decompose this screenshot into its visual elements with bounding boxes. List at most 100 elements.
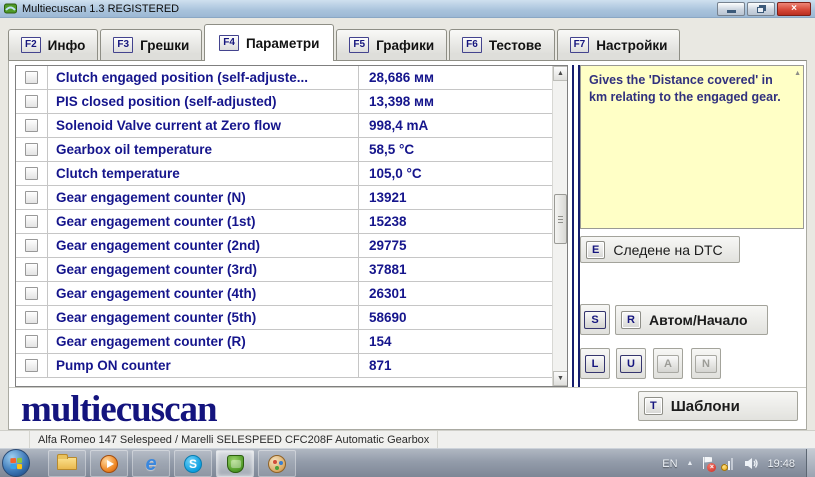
- scroll-up-icon[interactable]: ▲: [553, 66, 567, 81]
- row-checkbox[interactable]: [25, 239, 38, 252]
- parameter-info-panel: Gives the 'Distance covered' in km relat…: [580, 65, 804, 229]
- taskbar-paint-button[interactable]: [258, 450, 296, 477]
- taskbar-media-player-button[interactable]: [90, 450, 128, 477]
- hidden-icons-arrow[interactable]: ▲: [686, 460, 694, 467]
- table-scrollbar[interactable]: ▲ ▼: [552, 66, 567, 386]
- close-button[interactable]: ×: [777, 2, 811, 16]
- row-checkbox[interactable]: [25, 95, 38, 108]
- row-checkbox[interactable]: [25, 215, 38, 228]
- table-row[interactable]: Clutch temperature 105,0 °C: [16, 162, 567, 186]
- taskbar-explorer-button[interactable]: [48, 450, 86, 477]
- param-value: 58690: [369, 310, 407, 325]
- shortcut-key-badge: N: [695, 354, 717, 373]
- shortcut-key-badge: E: [586, 240, 606, 259]
- param-value: 105,0 °C: [369, 166, 422, 181]
- windows-flag-icon: [10, 457, 23, 469]
- param-name: Gear engagement counter (N): [48, 186, 359, 209]
- u-button[interactable]: U: [616, 348, 646, 379]
- tab-settings[interactable]: F7 Настройки: [556, 29, 681, 60]
- table-row[interactable]: Gear engagement counter (1st) 15238: [16, 210, 567, 234]
- table-row[interactable]: Gear engagement counter (5th) 58690: [16, 306, 567, 330]
- row-checkbox[interactable]: [25, 359, 38, 372]
- info-scroll-up-icon[interactable]: ▲: [794, 70, 801, 77]
- minimize-button[interactable]: [717, 2, 745, 16]
- row-checkbox[interactable]: [25, 191, 38, 204]
- multiecuscan-logo: multiecuscan: [21, 389, 218, 430]
- param-name: Gear engagement counter (2nd): [48, 234, 359, 257]
- l-button[interactable]: L: [580, 348, 610, 379]
- tab-errors[interactable]: F3 Грешки: [100, 29, 203, 60]
- table-row[interactable]: Gear engagement counter (R) 154: [16, 330, 567, 354]
- templates-button[interactable]: T Шаблони: [638, 391, 798, 421]
- shortcut-key-badge: R: [621, 311, 641, 329]
- taskbar-internet-explorer-button[interactable]: e: [132, 450, 170, 477]
- restore-button[interactable]: [747, 2, 775, 16]
- tab-graphs[interactable]: F5 Графики: [336, 29, 448, 60]
- skype-icon: S: [184, 454, 202, 473]
- param-value: 37881: [369, 262, 407, 277]
- shortcut-key-badge: U: [620, 354, 642, 373]
- param-value: 26301: [369, 286, 407, 301]
- scrollbar-thumb[interactable]: [554, 194, 567, 244]
- internet-explorer-icon: e: [145, 452, 157, 475]
- n-button[interactable]: N: [691, 348, 721, 379]
- param-name: Gear engagement counter (5th): [48, 306, 359, 329]
- button-label: Следене на DTC: [613, 241, 723, 258]
- param-value: 15238: [369, 214, 407, 229]
- explorer-icon: [57, 454, 77, 470]
- table-row[interactable]: PIS closed position (self-adjusted) 13,3…: [16, 90, 567, 114]
- taskbar-skype-button[interactable]: S: [174, 450, 212, 477]
- dtc-monitor-button[interactable]: E Следене на DTC: [580, 236, 740, 263]
- param-name: PIS closed position (self-adjusted): [48, 90, 359, 113]
- row-checkbox[interactable]: [25, 143, 38, 156]
- app-icon[interactable]: [4, 2, 17, 15]
- tab-strip: F2 Инфо F3 Грешки F4 Параметри F5 График…: [0, 18, 815, 61]
- a-button[interactable]: A: [653, 348, 683, 379]
- param-value: 871: [369, 358, 392, 373]
- language-indicator[interactable]: EN: [662, 457, 678, 470]
- table-row[interactable]: Gear engagement counter (4th) 26301: [16, 282, 567, 306]
- tab-label: Графики: [376, 37, 435, 53]
- row-checkbox[interactable]: [25, 71, 38, 84]
- table-row[interactable]: Gear engagement counter (N) 13921: [16, 186, 567, 210]
- info-text: Gives the 'Distance covered' in km relat…: [589, 73, 781, 104]
- row-checkbox[interactable]: [25, 311, 38, 324]
- table-row[interactable]: Gear engagement counter (3rd) 37881: [16, 258, 567, 282]
- system-tray: EN ▲ × 19:48: [662, 449, 795, 477]
- tab-tests[interactable]: F6 Тестове: [449, 29, 555, 60]
- row-checkbox[interactable]: [25, 167, 38, 180]
- tab-parameters[interactable]: F4 Параметри: [204, 24, 335, 61]
- panel-splitter[interactable]: [572, 65, 580, 387]
- network-icon[interactable]: [721, 457, 736, 471]
- clock[interactable]: 19:48: [767, 457, 795, 470]
- scroll-down-icon[interactable]: ▼: [553, 371, 567, 386]
- show-desktop-button[interactable]: [806, 449, 815, 477]
- volume-icon[interactable]: [745, 457, 759, 470]
- status-vehicle-text: Alfa Romeo 147 Selespeed / Marelli SELES…: [30, 431, 439, 448]
- param-name: Gear engagement counter (R): [48, 330, 359, 353]
- param-name: Clutch engaged position (self-adjuste...: [48, 66, 359, 89]
- param-value: 998,4 mA: [369, 118, 429, 133]
- auto-start-button[interactable]: R Автом/Начало: [615, 305, 768, 335]
- row-checkbox[interactable]: [25, 287, 38, 300]
- tab-info[interactable]: F2 Инфо: [8, 29, 99, 60]
- table-row[interactable]: Solenoid Valve current at Zero flow 998,…: [16, 114, 567, 138]
- param-name: Gearbox oil temperature: [48, 138, 359, 161]
- table-row[interactable]: Clutch engaged position (self-adjuste...…: [16, 66, 567, 90]
- param-value: 154: [369, 334, 392, 349]
- s-button[interactable]: S: [580, 304, 610, 335]
- tab-label: Параметри: [245, 35, 320, 51]
- param-name: Gear engagement counter (4th): [48, 282, 359, 305]
- table-row[interactable]: Gear engagement counter (2nd) 29775: [16, 234, 567, 258]
- start-button[interactable]: [2, 449, 30, 477]
- table-row[interactable]: Gearbox oil temperature 58,5 °C: [16, 138, 567, 162]
- row-checkbox[interactable]: [25, 119, 38, 132]
- row-checkbox[interactable]: [25, 263, 38, 276]
- table-row[interactable]: Pump ON counter 871: [16, 354, 567, 378]
- title-bar: Multiecuscan 1.3 REGISTERED ×: [0, 0, 815, 18]
- row-checkbox[interactable]: [25, 335, 38, 348]
- action-center-flag-icon[interactable]: ×: [702, 456, 717, 472]
- taskbar-multiecuscan-button[interactable]: [216, 450, 254, 477]
- status-bar: Alfa Romeo 147 Selespeed / Marelli SELES…: [0, 430, 815, 448]
